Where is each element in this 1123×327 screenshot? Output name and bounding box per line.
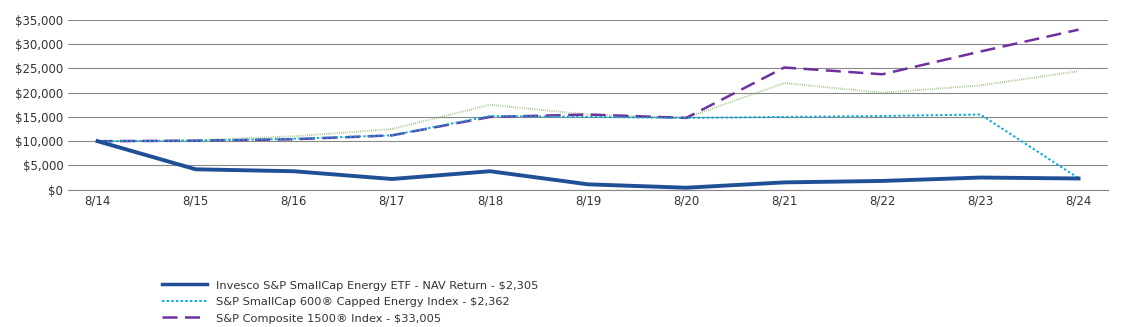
Legend: Invesco S&P SmallCap Energy ETF - NAV Return - $2,305, S&P SmallCap 600® Capped : Invesco S&P SmallCap Energy ETF - NAV Re… [157, 275, 544, 327]
